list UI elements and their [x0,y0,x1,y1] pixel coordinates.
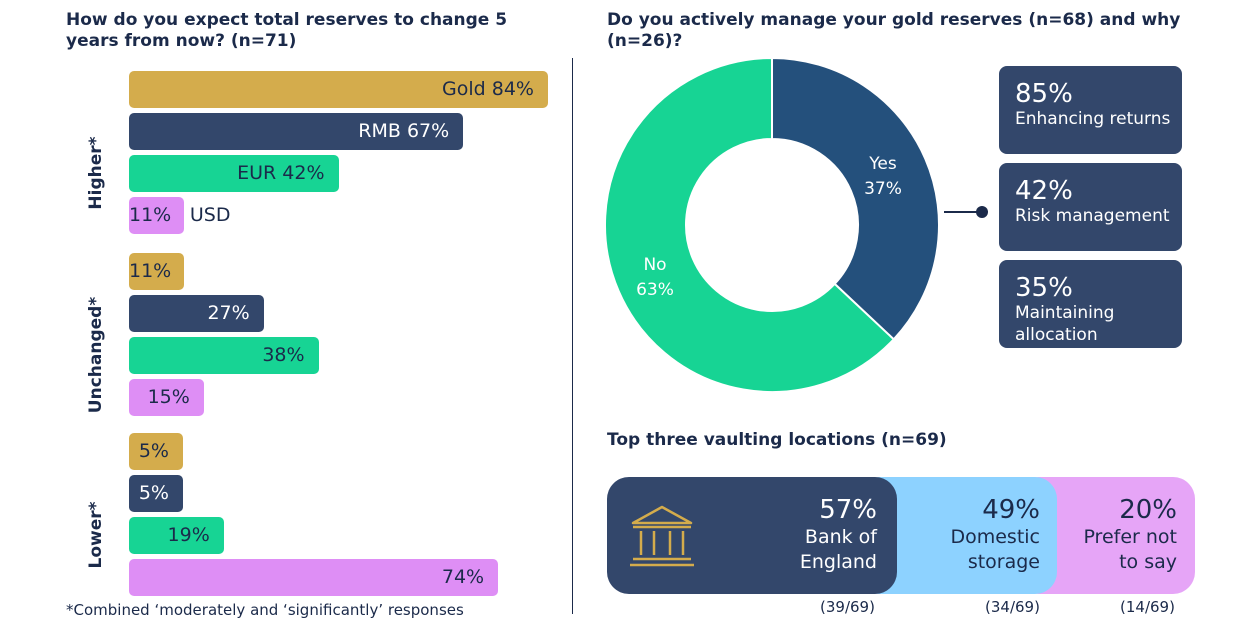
group-label-lower: Lower* [86,501,106,569]
bar-lower-gold: 5% [129,433,183,470]
reason-box-risk-management: 42% Risk management [999,163,1182,251]
active-management-title: Do you actively manage your gold reserve… [607,10,1181,51]
vault-count-prefer-not-to-say: (14/69) [1120,598,1175,616]
vault-label: Domestic storage [950,526,1040,573]
bar-unchanged-usd: 15% [129,379,204,416]
donut-value-no: 63% [636,280,674,300]
donut-label-yes: Yes [868,154,897,174]
reason-label: Enhancing returns [1015,109,1171,129]
bar-unchanged-eur: 38% [129,337,319,374]
footnote: *Combined ‘moderately and ‘significantly… [66,601,464,619]
vault-label: Prefer not to say [1083,526,1177,573]
bar-higher-rmb: RMB 67% [129,113,464,150]
vaulting-locations-title: Top three vaulting locations (n=69) [607,430,947,450]
vault-count-bank-of-england: (39/69) [820,598,875,616]
reason-label: Maintaining allocation [1015,303,1115,345]
vault-text-bank-of-england: 57% Bank of England [757,477,877,594]
vault-text-domestic-storage: 49% Domestic storage [937,477,1040,594]
reason-box-enhancing-returns: 85% Enhancing returns [999,66,1182,154]
donut-slice-yes [771,56,940,341]
bar-lower-eur: 19% [129,517,224,554]
bar-unchanged-rmb: 27% [129,295,264,332]
reasons-connector [944,206,988,218]
bar-higher-usd: 11% [129,197,184,234]
reason-value: 35% [1015,273,1073,303]
vault-value: 49% [982,495,1040,525]
vault-text-prefer-not-to-say: 20% Prefer not to say [1067,477,1177,594]
vault-count-domestic-storage: (34/69) [985,598,1040,616]
bar-unchanged-gold: 11% [129,253,184,290]
bar-higher-gold: Gold 84% [129,71,548,108]
bar-lower-usd: 74% [129,559,499,596]
bar-outside-label-usd: USD [189,204,231,226]
section-divider [572,58,573,614]
reason-box-maintaining-allocation: 35% Maintaining allocation [999,260,1182,348]
vault-value: 20% [1119,495,1177,525]
reason-value: 85% [1015,79,1073,109]
donut-slice-no [604,56,896,393]
donut-value-yes: 37% [864,179,902,199]
gold-management-donut-chart: Yes 37% No 63% [604,56,940,393]
bar-higher-eur: EUR 42% [129,155,339,192]
vault-segment-bank-of-england [607,477,897,594]
group-label-higher: Higher* [86,136,106,210]
reserves-change-title: How do you expect total reserves to chan… [66,10,508,51]
vault-label: Bank of England [799,526,877,573]
reason-label: Risk management [1015,206,1170,226]
bank-building-icon [630,505,694,567]
donut-label-no: No [643,255,666,275]
vault-value: 57% [819,495,877,525]
bar-lower-rmb: 5% [129,475,183,512]
group-label-unchanged: Unchanged* [86,296,106,414]
vaulting-locations-strip: 57% Bank of England 49% Domestic storage… [607,477,1195,594]
reason-value: 42% [1015,176,1073,206]
